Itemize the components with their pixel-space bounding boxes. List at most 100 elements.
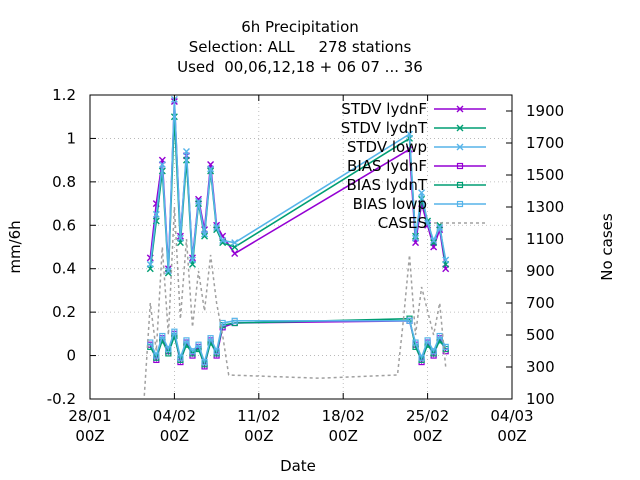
plot-frame	[89, 94, 513, 400]
legend-marker	[456, 181, 464, 189]
data-point	[231, 239, 239, 247]
data-point	[201, 230, 209, 238]
data-point	[430, 239, 438, 247]
data-point	[201, 232, 209, 240]
data-point	[424, 219, 432, 227]
chart-title-line-2: Selection: ALL 278 stations	[189, 38, 412, 56]
data-point	[213, 348, 220, 355]
y2-tick-label: 700	[526, 294, 555, 312]
series-line	[149, 319, 447, 370]
legend-label: BIAS lowp	[353, 195, 427, 213]
data-point	[183, 337, 190, 344]
legend-marker	[456, 143, 464, 151]
legend-label: STDV lydnT	[341, 119, 428, 137]
legend-label: BIAS lydnF	[347, 157, 427, 175]
data-point	[171, 328, 178, 335]
data-point	[436, 223, 444, 231]
legend-label: BIAS lydnT	[346, 176, 427, 194]
y2-tick-label: 1100	[526, 230, 564, 248]
y-tick-label: 0	[66, 347, 76, 365]
data-point	[165, 345, 172, 353]
y2-tick-label: 100	[526, 390, 555, 408]
y-tick-label: 1.2	[52, 86, 76, 104]
y-tick-label: 1	[66, 129, 76, 147]
legend-label: CASES	[378, 214, 427, 232]
data-point	[195, 341, 202, 348]
series-stdv-lowp	[146, 95, 450, 275]
data-point	[147, 339, 154, 346]
data-point	[219, 236, 227, 244]
y2-tick-label: 900	[526, 262, 555, 280]
data-point	[219, 319, 226, 327]
data-point	[418, 354, 425, 361]
y-tick-label: 0.2	[52, 303, 76, 321]
data-point	[412, 339, 419, 346]
data-point	[195, 197, 203, 205]
data-point	[406, 317, 413, 324]
data-point	[430, 236, 438, 244]
data-point	[406, 130, 414, 138]
data-point	[231, 317, 238, 324]
y2-tick-label: 1500	[526, 166, 564, 184]
y2-tick-label: 1900	[526, 102, 564, 120]
x-tick-label: 04/02	[153, 407, 196, 425]
x-tick-label-time: 00Z	[244, 427, 273, 445]
data-point	[430, 348, 437, 355]
y2-axis: 100 300 500 700 900 1100 1300 1500 1700 1900	[506, 102, 564, 408]
data-point	[176, 234, 184, 242]
y2-tick-label: 500	[526, 326, 555, 344]
legend-label: STDV lowp	[347, 138, 427, 156]
series-bias-lydnf	[147, 317, 449, 370]
x-tick-label: 25/02	[406, 407, 449, 425]
legend-marker	[456, 200, 464, 208]
chart-title-line-3: Used 00,06,12,18 + 06 07 ... 36	[177, 58, 423, 76]
x-tick-label-time: 00Z	[413, 427, 442, 445]
x-axis: 28/01 00Z 04/02 00Z 11/02 00Z 18/02 00Z 25/02 00Z…	[68, 95, 534, 445]
data-point	[153, 352, 160, 359]
y2-axis-label: No cases	[598, 213, 616, 281]
data-point	[231, 250, 239, 258]
legend-marker	[456, 162, 464, 170]
data-point	[442, 256, 450, 264]
series-line	[149, 320, 447, 365]
x-tick-label: 18/02	[322, 407, 365, 425]
x-tick-label-time: 00Z	[75, 427, 104, 445]
data-point	[207, 165, 215, 173]
y-axis: -0.2 0 0.2 0.4 0.6 0.8 1 1.2	[47, 86, 96, 408]
data-point	[418, 189, 426, 197]
data-point	[159, 332, 166, 340]
data-point	[177, 354, 184, 361]
data-point	[213, 223, 221, 231]
data-point	[207, 335, 214, 342]
y2-tick-label: 1300	[526, 198, 564, 216]
series-layer	[143, 95, 450, 396]
y-tick-label: 0.6	[52, 216, 76, 234]
x-tick-label-time: 00Z	[160, 427, 189, 445]
legend-label: STDV lydnF	[341, 100, 427, 118]
x-tick-label: 04/03	[490, 407, 533, 425]
x-tick-label: 28/01	[68, 407, 111, 425]
data-point	[412, 234, 420, 242]
x-tick-label-time: 00Z	[497, 427, 526, 445]
chart-title-line-1: 6h Precipitation	[241, 18, 359, 36]
data-point	[146, 260, 154, 268]
data-point	[152, 210, 160, 218]
data-point	[188, 256, 196, 264]
y-tick-label: 0.4	[52, 260, 76, 278]
series-cases	[143, 206, 447, 396]
grid	[90, 95, 512, 399]
series-line	[143, 206, 447, 396]
data-point	[182, 147, 190, 155]
series-bias-lowp	[147, 317, 449, 366]
y2-tick-label: 1700	[526, 134, 564, 152]
y-tick-label: -0.2	[47, 390, 76, 408]
y-axis-label: mm/6h	[6, 220, 24, 273]
data-point	[189, 348, 196, 355]
y2-tick-label: 300	[526, 358, 555, 376]
data-point	[424, 337, 431, 344]
data-point	[201, 358, 208, 366]
legend-marker	[456, 124, 464, 132]
data-point	[164, 269, 172, 277]
